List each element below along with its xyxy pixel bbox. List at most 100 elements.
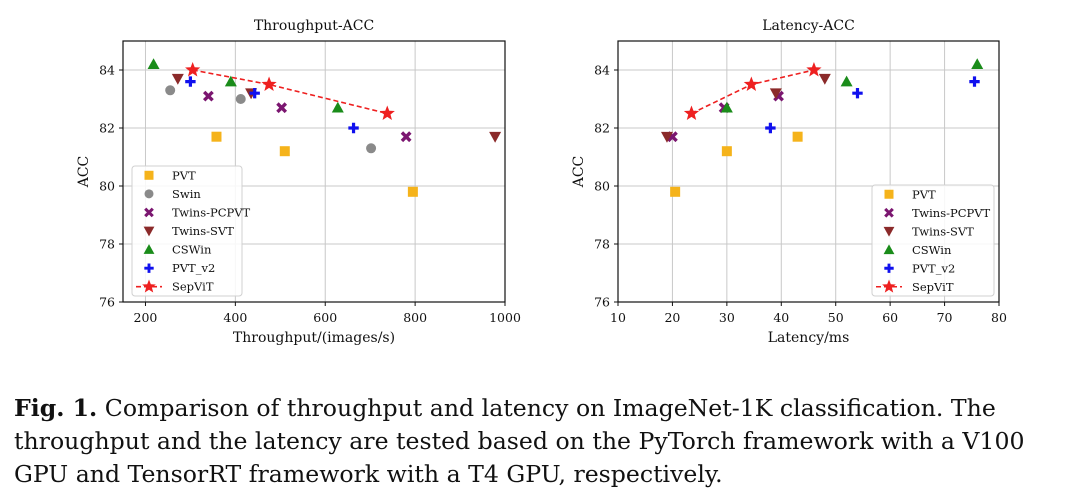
throughput-point-cswin (331, 101, 344, 113)
figure-caption: Fig. 1. Comparison of throughput and lat… (14, 392, 1070, 491)
throughput-legend-label: PVT (172, 168, 196, 182)
latency-y-axis-label: ACC (571, 156, 587, 189)
throughput-x-tick-label: 200 (134, 310, 158, 325)
throughput-legend-marker-sepvit (142, 279, 156, 293)
latency-legend-label: Twins-SVT (912, 224, 974, 238)
throughput-legend-label: Swin (172, 187, 201, 201)
latency-x-tick-label: 70 (937, 310, 953, 325)
latency-x-tick-label: 20 (664, 310, 680, 325)
throughput-legend-item-pvt-v2: PVT_v2 (144, 261, 215, 275)
latency-x-axis-label: Latency/ms (768, 330, 850, 346)
throughput-chart: 200 400 600 800 1000 76 78 80 82 84 Throughput-ACC… (76, 18, 521, 346)
latency-plot-frame (617, 40, 1000, 303)
throughput-y-tick-label: 78 (99, 237, 115, 252)
throughput-legend-item-twins-pcpvt: Twins-PCPVT (144, 205, 251, 219)
latency-legend-marker-pvt (884, 189, 894, 199)
throughput-legend-item-twins-svt: Twins-SVT (143, 224, 234, 238)
throughput-legend-label: PVT_v2 (172, 261, 215, 275)
throughput-x-tick-label: 400 (223, 310, 247, 325)
throughput-legend-item-sepvit: SepViT (136, 279, 214, 294)
throughput-x-axis-label: Throughput/(images/s) (233, 330, 395, 346)
latency-point-sepvit (806, 62, 822, 77)
latency-series-twins-svt (660, 73, 831, 143)
latency-series-sepvit (683, 62, 822, 120)
throughput-legend-item-swin: Swin (144, 187, 201, 201)
throughput-point-sepvit (185, 62, 201, 77)
latency-legend-label: Twins-PCPVT (912, 206, 991, 220)
throughput-series-pvt (211, 131, 418, 197)
throughput-point-twins-pcpvt (202, 90, 214, 102)
throughput-point-cswin (147, 58, 160, 69)
throughput-point-pvt (211, 131, 222, 142)
throughput-legend-label: Twins-SVT (172, 224, 234, 238)
latency-point-pvt (721, 146, 732, 157)
caption-text: Comparison of throughput and latency on … (14, 394, 1025, 488)
latency-point-cswin (971, 58, 984, 69)
latency-x-tick-label: 50 (828, 310, 844, 325)
throughput-point-sepvit (379, 105, 395, 120)
throughput-y-tick-label: 80 (99, 179, 115, 194)
latency-legend-marker-twins-pcpvt (884, 207, 894, 218)
latency-legend-marker-pvt-v2 (884, 263, 894, 273)
latency-y-tick-label: 82 (594, 121, 610, 136)
throughput-y-tick-label: 84 (99, 63, 115, 78)
throughput-legend-marker-cswin (143, 244, 155, 254)
throughput-chart-title: Throughput-ACC (254, 18, 374, 34)
latency-point-cswin (840, 75, 853, 87)
throughput-legend-marker-twins-pcpvt (144, 207, 154, 218)
latency-legend-marker-twins-svt (883, 226, 895, 237)
latency-point-sepvit (683, 105, 700, 120)
latency-point-pvt-v2 (852, 88, 863, 99)
throughput-point-twins-svt (171, 73, 184, 85)
throughput-legend-item-cswin: CSWin (143, 243, 212, 257)
latency-x-tick-label: 40 (773, 310, 789, 325)
latency-y-tick-label: 84 (594, 63, 610, 78)
throughput-legend-item-pvt: PVT (144, 168, 196, 182)
throughput-series-twins-pcpvt (202, 90, 412, 143)
throughput-series-sepvit (185, 62, 395, 120)
throughput-y-tick-label: 82 (99, 121, 115, 136)
latency-legend-item-twins-svt: Twins-SVT (883, 224, 974, 238)
latency-y-tick-label: 76 (594, 295, 610, 310)
latency-point-pvt-v2 (765, 122, 776, 134)
throughput-point-twins-pcpvt (400, 131, 412, 143)
latency-legend: PVT Twins-PCPVT Twins-SVT CSWin PVT_v2 SepViT (871, 184, 995, 297)
latency-series-line-sepvit (691, 69, 815, 115)
throughput-x-tick-label: 600 (313, 310, 337, 325)
throughput-legend-marker-swin (144, 189, 154, 199)
latency-legend-item-pvt: PVT (884, 187, 936, 201)
throughput-point-pvt (407, 186, 418, 197)
latency-x-tick-label: 80 (991, 310, 1007, 325)
latency-legend-label: CSWin (912, 243, 952, 257)
latency-point-pvt-v2 (969, 76, 980, 87)
throughput-point-pvt-v2 (249, 88, 260, 99)
throughput-legend-marker-pvt (144, 170, 154, 180)
latency-legend-item-sepvit: SepViT (876, 279, 954, 294)
throughput-point-swin (235, 94, 246, 104)
latency-series-twins-pcpvt (667, 90, 784, 143)
throughput-y-tick-label: 76 (99, 295, 115, 310)
throughput-series-swin (165, 85, 377, 154)
latency-y-tick-label: 78 (594, 237, 610, 252)
throughput-point-swin (165, 85, 176, 96)
throughput-series-cswin (147, 58, 344, 113)
latency-point-twins-svt (769, 88, 782, 100)
latency-legend-marker-cswin (883, 244, 895, 255)
throughput-legend-label: SepViT (172, 280, 214, 294)
latency-point-twins-svt (818, 73, 831, 85)
throughput-legend-marker-twins-svt (143, 226, 155, 237)
throughput-legend-label: Twins-PCPVT (172, 205, 251, 219)
throughput-series-line-sepvit (192, 69, 388, 115)
throughput-point-pvt (279, 146, 290, 157)
latency-point-pvt (792, 131, 803, 142)
figure: 200 400 600 800 1000 76 78 80 82 84 Throughput-ACC… (76, 18, 1007, 346)
latency-x-tick-label: 60 (882, 310, 898, 325)
latency-legend-label: PVT_v2 (912, 261, 955, 275)
latency-point-cswin (720, 101, 733, 113)
throughput-point-pvt-v2 (348, 122, 359, 134)
latency-point-twins-svt (660, 131, 673, 143)
latency-x-tick-label: 10 (610, 310, 626, 325)
throughput-point-cswin (224, 75, 237, 87)
caption-label: Fig. 1. (14, 394, 98, 422)
latency-legend-label: SepViT (912, 280, 954, 294)
